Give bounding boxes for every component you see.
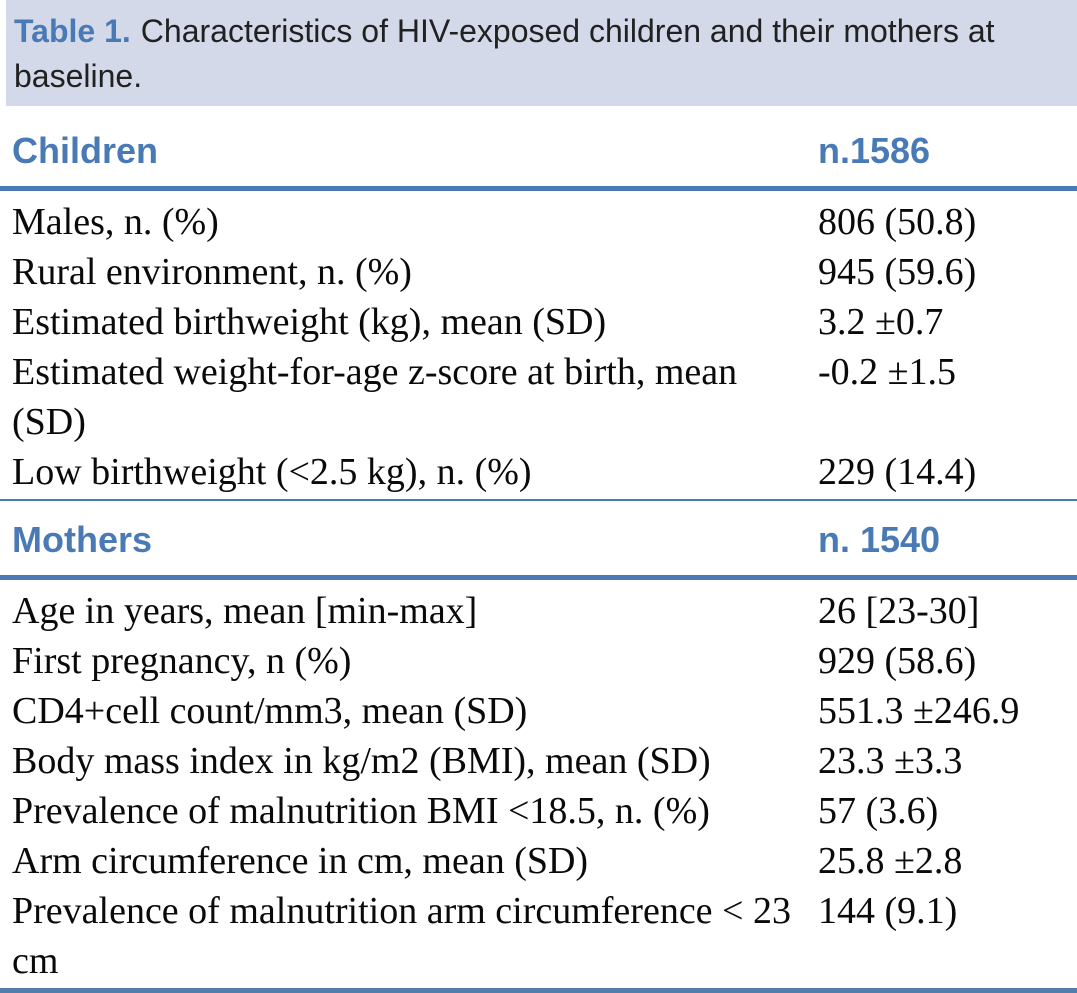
row-value: 229 (14.4) — [818, 451, 977, 493]
divider-rule — [0, 186, 1077, 191]
row-value: 806 (50.8) — [818, 201, 977, 243]
table-row: First pregnancy, n (%) 929 (58.6) — [12, 636, 1077, 686]
table-row: Estimated weight-for-age z-score at birt… — [12, 347, 1077, 447]
divider-rule — [0, 499, 1077, 501]
section-title: Mothers — [12, 519, 153, 560]
row-label: Arm circumference in cm, mean (SD) — [12, 840, 589, 882]
bottom-border-bar — [0, 988, 1077, 993]
row-value: 57 (3.6) — [818, 790, 939, 832]
divider-rule — [0, 575, 1077, 580]
row-value: 23.3 ±3.3 — [818, 740, 963, 782]
table-row: CD4+cell count/mm3, mean (SD) 551.3 ±246… — [12, 686, 1077, 736]
row-label: Prevalence of malnutrition BMI <18.5, n.… — [12, 790, 710, 832]
row-value: 551.3 ±246.9 — [818, 690, 1020, 732]
row-label: Males, n. (%) — [12, 201, 219, 243]
section-title: Children — [12, 130, 159, 171]
section-count: n.1586 — [818, 130, 931, 171]
row-label: Age in years, mean [min-max] — [12, 590, 478, 632]
table-row: Estimated birthweight (kg), mean (SD) 3.… — [12, 297, 1077, 347]
table-row: Body mass index in kg/m2 (BMI), mean (SD… — [12, 736, 1077, 786]
table-row: Arm circumference in cm, mean (SD) 25.8 … — [12, 836, 1077, 886]
row-value: 144 (9.1) — [818, 890, 958, 932]
row-value: 26 [23-30] — [818, 590, 980, 632]
row-label: Estimated weight-for-age z-score at birt… — [12, 351, 738, 443]
table-row: Prevalence of malnutrition arm circumfer… — [12, 886, 1077, 986]
row-value: 3.2 ±0.7 — [818, 301, 944, 343]
row-label: CD4+cell count/mm3, mean (SD) — [12, 690, 528, 732]
row-label: Body mass index in kg/m2 (BMI), mean (SD… — [12, 740, 711, 782]
table-row: Males, n. (%) 806 (50.8) — [12, 197, 1077, 247]
table-caption-number: Table 1. — [14, 13, 131, 49]
row-label: First pregnancy, n (%) — [12, 640, 352, 682]
table-row: Age in years, mean [min-max] 26 [23-30] — [12, 586, 1077, 636]
row-value: 25.8 ±2.8 — [818, 840, 963, 882]
row-value: -0.2 ±1.5 — [818, 351, 957, 393]
row-label: Prevalence of malnutrition arm circumfer… — [12, 890, 791, 982]
row-value: 945 (59.6) — [818, 251, 977, 293]
row-label: Low birthweight (<2.5 kg), n. (%) — [12, 451, 532, 493]
row-label: Estimated birthweight (kg), mean (SD) — [12, 301, 607, 343]
table-caption: Table 1. Characteristics of HIV-exposed c… — [6, 0, 1077, 106]
row-label: Rural environment, n. (%) — [12, 251, 412, 293]
children-rows: Males, n. (%) 806 (50.8) Rural environme… — [0, 191, 1077, 499]
section-header-mothers: Mothers n. 1540 — [0, 517, 1077, 563]
row-value: 929 (58.6) — [818, 640, 977, 682]
mothers-rows: Age in years, mean [min-max] 26 [23-30] … — [0, 580, 1077, 988]
table-row: Low birthweight (<2.5 kg), n. (%) 229 (1… — [12, 447, 1077, 497]
table-row: Prevalence of malnutrition BMI <18.5, n.… — [12, 786, 1077, 836]
section-header-children: Children n.1586 — [0, 128, 1077, 174]
section-count: n. 1540 — [818, 519, 941, 560]
table-caption-text: Characteristics of HIV-exposed children … — [14, 13, 995, 94]
table-row: Rural environment, n. (%) 945 (59.6) — [12, 247, 1077, 297]
